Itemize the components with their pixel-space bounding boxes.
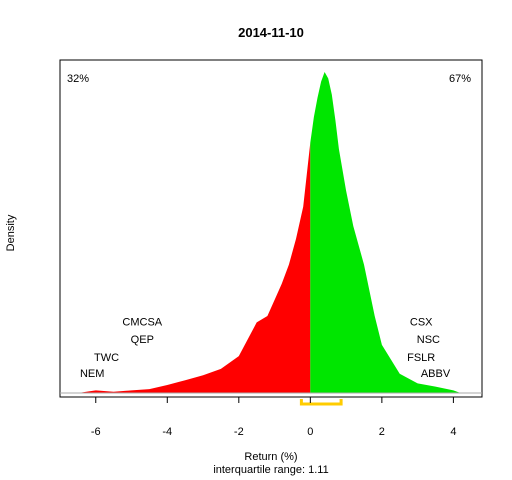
x-tick-label: 2 — [379, 426, 385, 438]
ticker-label-cmcsa: CMCSA — [122, 317, 162, 329]
x-tick-label: -4 — [162, 426, 172, 438]
negative-returns-area — [77, 142, 311, 393]
positive-returns-area — [310, 72, 461, 393]
density-layer — [77, 72, 461, 393]
ticker-label-nem: NEM — [80, 368, 104, 380]
ticker-label-qep: QEP — [131, 334, 154, 346]
negative-share-label: 32% — [67, 73, 89, 85]
iqr-caption: interquartile range: 1.11 — [213, 464, 328, 476]
chart-title: 2014-11-10 — [238, 25, 304, 40]
x-tick-label: -2 — [234, 426, 244, 438]
x-axis: -6 -4 -2 0 2 4 — [91, 396, 456, 438]
ticker-label-csx: CSX — [410, 317, 433, 329]
ticker-labels: CMCSA QEP TWC NEM CSX NSC FSLR ABBV — [80, 317, 451, 380]
ticker-label-nsc: NSC — [417, 334, 440, 346]
x-axis-label: Return (%) — [244, 451, 297, 463]
x-tick-label: -6 — [91, 426, 101, 438]
y-axis-label: Density — [5, 214, 17, 251]
iqr-bracket — [299, 399, 343, 406]
ticker-label-abbv: ABBV — [421, 368, 451, 380]
x-tick-label: 4 — [450, 426, 456, 438]
ticker-label-twc: TWC — [94, 352, 119, 364]
x-tick-label: 0 — [307, 426, 313, 438]
positive-share-label: 67% — [449, 73, 471, 85]
ticker-label-fslr: FSLR — [407, 352, 435, 364]
